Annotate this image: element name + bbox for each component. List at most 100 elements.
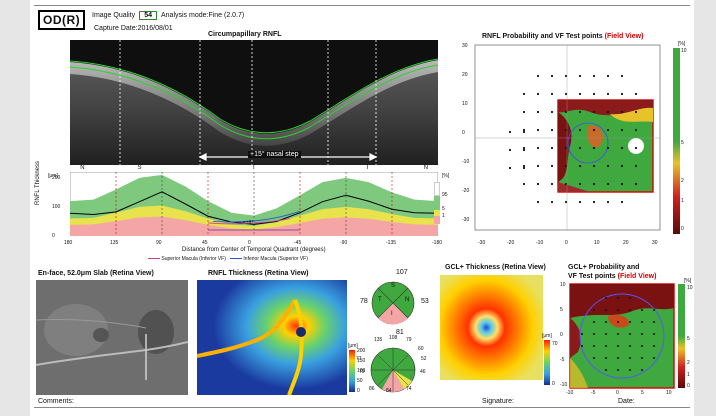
- vf-test-point: [641, 357, 643, 359]
- vf-test-point: [629, 309, 631, 311]
- quad-t: T: [378, 297, 382, 303]
- gcl-y-tick: 5: [560, 307, 563, 313]
- gcl-cbar-tick: 5: [687, 336, 690, 342]
- prob-x-tick: -30: [478, 240, 486, 246]
- enface-title: En-face, 52.0μm Slab (Retina View): [38, 270, 154, 277]
- gcl-cbar-tick: 10: [687, 285, 693, 291]
- vf-test-point: [606, 92, 610, 96]
- vf-test-point: [641, 309, 643, 311]
- vf-test-point: [620, 146, 624, 150]
- vf-test-point: [592, 128, 596, 132]
- capture-date: Capture Date:2016/08/01: [94, 25, 173, 32]
- vf-test-point: [592, 200, 596, 204]
- vf-test-point: [564, 164, 568, 168]
- legend-inferior: Inferior Macula (Superior VF): [243, 256, 308, 262]
- y-tick: 100: [52, 203, 61, 210]
- vf-test-point: [592, 182, 596, 186]
- vf-test-point: [578, 182, 582, 186]
- x-tick: 0: [248, 240, 251, 246]
- oct-bscan: [70, 40, 438, 165]
- quadrant-label: N: [423, 165, 429, 171]
- clock-value: 135: [374, 337, 383, 343]
- vf-test-point: [508, 148, 512, 152]
- x-tick: -45: [294, 240, 302, 246]
- vf-test-point: [578, 110, 582, 114]
- vf-test-point: [606, 128, 610, 132]
- vf-test-point: [522, 148, 526, 152]
- pct-colorbar: [434, 182, 440, 224]
- thickness-cbar-unit: [μm]: [348, 343, 358, 349]
- vf-test-point: [617, 321, 619, 323]
- prob-y-tick: 30: [462, 43, 468, 49]
- gcl-prob-title-1: GCL+ Probability and: [568, 264, 640, 271]
- prob-cbar-tick: 2: [681, 178, 684, 184]
- oct-title: Circumpapillary RNFL: [208, 31, 282, 38]
- vf-test-point: [617, 297, 619, 299]
- x-tick: -90: [340, 240, 348, 246]
- clock-value: 86: [369, 386, 375, 392]
- rnfl-thickness-map: [197, 280, 347, 395]
- vf-test-point: [564, 146, 568, 150]
- prob-x-tick: 0: [565, 240, 568, 246]
- vf-test-point: [620, 74, 624, 78]
- thickness-cbar-tick: 150: [357, 358, 366, 364]
- gcl-x-tick: 10: [666, 390, 672, 396]
- quality-row: Image Quality 54 Analysis mode:Fine (2.0.7…: [92, 11, 244, 20]
- y-tick: 200: [52, 174, 61, 181]
- quadrant-label: T: [252, 165, 256, 171]
- vf-test-point: [620, 92, 624, 96]
- thickness-ylabel: RNFL Thickness: [35, 160, 41, 205]
- prob-x-tick: 30: [652, 240, 658, 246]
- clock-value: 74: [406, 386, 412, 392]
- prob-colorbar: [673, 48, 680, 234]
- vf-test-point: [629, 369, 631, 371]
- vf-test-point: [522, 92, 526, 96]
- vf-test-point: [592, 74, 596, 78]
- oct-annotation: +15° nasal step: [248, 151, 301, 158]
- vf-test-point: [578, 164, 582, 168]
- vf-test-point: [634, 128, 638, 132]
- clock-value: 52: [421, 356, 427, 362]
- vf-test-point: [620, 164, 624, 168]
- vf-test-point: [536, 146, 540, 150]
- vf-test-point: [605, 333, 607, 335]
- gcl-x-tick: 5: [641, 390, 644, 396]
- vf-test-point: [522, 110, 526, 114]
- vf-test-point: [581, 333, 583, 335]
- x-tick: 180: [64, 240, 73, 246]
- quadrant-label: N: [80, 165, 85, 171]
- thickness-xlabel: Distance from Center of Temporal Quadran…: [182, 247, 326, 253]
- vf-test-point: [606, 164, 610, 168]
- vf-test-point: [634, 110, 638, 114]
- x-tick: -180: [432, 240, 443, 246]
- vf-test-point: [641, 333, 643, 335]
- vf-test-point: [620, 182, 624, 186]
- vf-test-point: [617, 357, 619, 359]
- vf-test-point: [522, 128, 526, 132]
- thickness-colorbar: [349, 350, 355, 392]
- vf-test-point: [634, 164, 638, 168]
- vf-test-point: [536, 92, 540, 96]
- quad-top: 107: [396, 269, 408, 276]
- x-tick: 90: [156, 240, 162, 246]
- vf-test-point: [508, 130, 512, 134]
- vf-test-point: [592, 164, 596, 168]
- vf-test-point: [629, 357, 631, 359]
- vf-test-point: [550, 146, 554, 150]
- vf-test-point: [536, 182, 540, 186]
- vf-test-point: [592, 146, 596, 150]
- vf-test-point: [536, 128, 540, 132]
- x-tick: 45: [202, 240, 208, 246]
- vf-test-point: [550, 182, 554, 186]
- gcl-field-view: (Field View): [617, 273, 657, 280]
- vf-test-point: [550, 128, 554, 132]
- vf-test-point: [536, 74, 540, 78]
- vf-test-point: [605, 357, 607, 359]
- superior-macula-line: [207, 218, 290, 225]
- bottom-rule: [34, 407, 690, 408]
- clock-value: 60: [418, 346, 424, 352]
- vf-test-point: [629, 297, 631, 299]
- quad-n: N: [405, 297, 410, 303]
- vf-test-point: [564, 74, 568, 78]
- prob-x-tick: -10: [536, 240, 544, 246]
